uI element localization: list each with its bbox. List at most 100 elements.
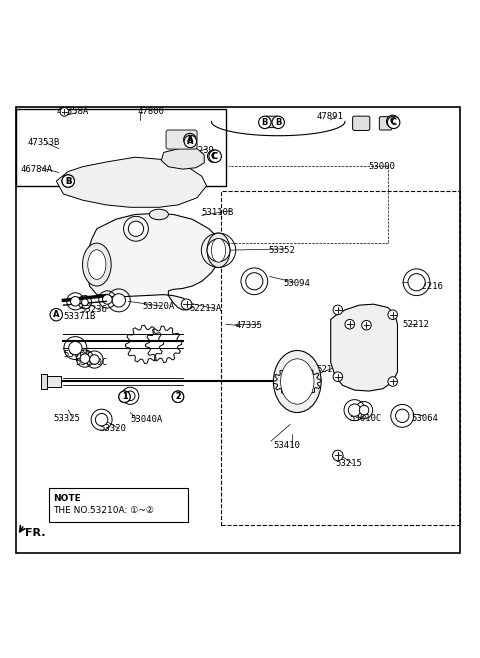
Text: 53064: 53064	[63, 350, 90, 359]
Circle shape	[119, 391, 130, 403]
Circle shape	[209, 150, 221, 163]
Circle shape	[333, 372, 343, 382]
Text: 53610C: 53610C	[350, 414, 382, 422]
Circle shape	[80, 354, 90, 363]
Text: 47891: 47891	[316, 112, 343, 121]
Ellipse shape	[211, 238, 226, 262]
FancyBboxPatch shape	[265, 116, 278, 128]
Polygon shape	[56, 157, 206, 207]
Text: 53000: 53000	[369, 163, 396, 171]
Text: A: A	[187, 137, 193, 146]
Text: 53215: 53215	[336, 459, 362, 468]
Text: 47358A: 47358A	[56, 107, 88, 116]
Text: C: C	[211, 152, 217, 161]
Circle shape	[112, 293, 125, 307]
Circle shape	[96, 413, 108, 426]
Text: FR.: FR.	[25, 528, 46, 538]
Text: A: A	[187, 135, 193, 144]
Circle shape	[207, 150, 220, 163]
Bar	[16, 109, 226, 186]
Text: C: C	[391, 118, 397, 127]
Circle shape	[333, 305, 343, 315]
Text: 47800: 47800	[137, 107, 164, 116]
Circle shape	[387, 116, 400, 128]
Circle shape	[62, 175, 74, 188]
Circle shape	[184, 136, 197, 147]
Ellipse shape	[274, 351, 321, 413]
Text: 53352: 53352	[137, 229, 164, 238]
Polygon shape	[86, 213, 221, 310]
Circle shape	[62, 175, 74, 188]
Text: THE NO.53210A: ①~②: THE NO.53210A: ①~②	[53, 505, 154, 515]
FancyBboxPatch shape	[379, 116, 392, 130]
Bar	[221, 191, 459, 524]
Polygon shape	[161, 147, 204, 169]
Text: 2: 2	[175, 392, 180, 401]
Text: 53371B: 53371B	[63, 312, 96, 320]
Circle shape	[82, 299, 88, 305]
Text: 52216: 52216	[417, 282, 444, 291]
Circle shape	[259, 116, 271, 128]
Circle shape	[181, 299, 192, 309]
Circle shape	[50, 309, 62, 321]
Circle shape	[272, 116, 284, 128]
Text: 53236: 53236	[80, 305, 107, 315]
Ellipse shape	[207, 233, 230, 267]
FancyBboxPatch shape	[166, 130, 197, 149]
Ellipse shape	[88, 250, 106, 280]
Text: 1: 1	[122, 392, 127, 401]
Text: 53064: 53064	[412, 414, 439, 422]
Text: 53320: 53320	[99, 424, 126, 433]
Text: 2: 2	[175, 392, 180, 401]
Circle shape	[125, 391, 135, 401]
Text: 47335: 47335	[235, 321, 262, 330]
Text: 53094: 53094	[283, 279, 310, 288]
Circle shape	[71, 297, 80, 306]
Ellipse shape	[83, 243, 111, 286]
Polygon shape	[331, 304, 397, 391]
Circle shape	[396, 409, 409, 422]
Circle shape	[60, 107, 69, 116]
Circle shape	[172, 391, 184, 403]
Circle shape	[90, 355, 99, 365]
Text: 53410: 53410	[274, 442, 300, 451]
Text: A: A	[53, 310, 60, 319]
Text: B: B	[65, 176, 72, 186]
Circle shape	[345, 319, 355, 329]
Text: 53610C: 53610C	[75, 358, 108, 367]
Text: 53325: 53325	[54, 414, 81, 422]
Text: 55732: 55732	[345, 322, 372, 331]
Text: 52213A: 52213A	[190, 304, 222, 313]
Text: 53086: 53086	[369, 346, 396, 355]
Text: 47353B: 47353B	[28, 138, 60, 147]
Circle shape	[386, 115, 399, 128]
Circle shape	[103, 295, 112, 304]
Circle shape	[119, 391, 130, 403]
Ellipse shape	[281, 359, 314, 404]
Circle shape	[207, 239, 230, 262]
Text: 53040A: 53040A	[130, 415, 163, 424]
Text: B: B	[65, 176, 72, 186]
Text: 1: 1	[122, 392, 127, 401]
Circle shape	[128, 221, 144, 236]
Text: 46784A: 46784A	[21, 164, 53, 174]
Circle shape	[388, 310, 397, 319]
FancyBboxPatch shape	[353, 116, 370, 130]
Circle shape	[333, 450, 343, 461]
Text: 52212: 52212	[402, 320, 429, 329]
Text: B: B	[262, 118, 268, 127]
Circle shape	[408, 274, 425, 291]
Bar	[40, 374, 47, 389]
Text: 53352: 53352	[269, 245, 296, 255]
Ellipse shape	[149, 209, 168, 220]
Text: C: C	[390, 117, 396, 126]
Circle shape	[184, 134, 196, 145]
Circle shape	[348, 404, 361, 417]
Bar	[47, 376, 61, 387]
Circle shape	[69, 342, 82, 355]
Text: 52115: 52115	[316, 365, 343, 374]
Text: 97239: 97239	[188, 145, 215, 155]
Text: C: C	[212, 152, 218, 161]
Text: NOTE: NOTE	[53, 494, 81, 503]
Bar	[49, 488, 188, 522]
